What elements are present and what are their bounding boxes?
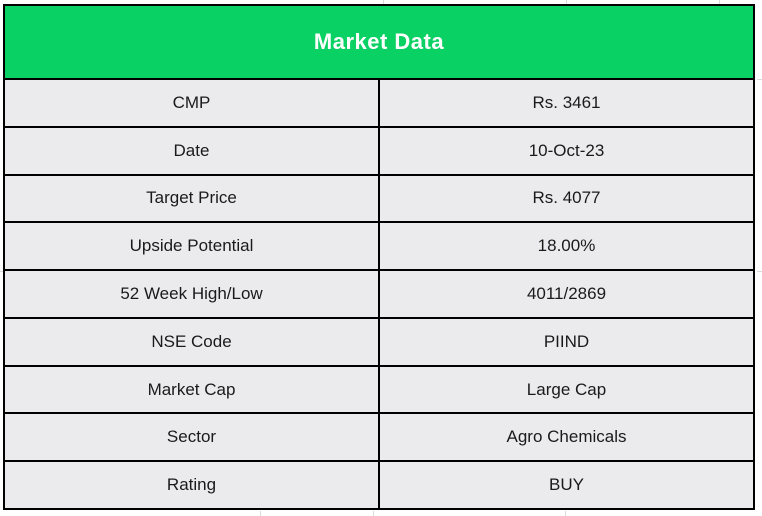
spreadsheet-gridline [373, 511, 374, 516]
table-row-sector: Sector Agro Chemicals [5, 412, 753, 461]
label-cell: Date [5, 127, 378, 174]
value-cell: 4011/2869 [378, 271, 753, 317]
table-row-cmp: CMP Rs. 3461 [5, 78, 753, 126]
spreadsheet-gridline [565, 511, 566, 516]
market-data-table: Market Data CMP Rs. 3461 Date 10-Oct-23 … [3, 4, 755, 510]
label-cell: 52 Week High/Low [5, 271, 378, 317]
table-row-nse-code: NSE Code PIIND [5, 316, 753, 365]
label-cell: Rating [5, 462, 378, 509]
table-title: Market Data [5, 6, 753, 78]
value-cell: BUY [378, 462, 753, 509]
spreadsheet-gridline [757, 271, 762, 272]
label-cell: Upside Potential [5, 223, 378, 270]
label-cell: NSE Code [5, 318, 378, 365]
table-row-target-price: Target Price Rs. 4077 [5, 173, 753, 222]
spreadsheet-gridline [757, 79, 762, 80]
table-row-date: Date 10-Oct-23 [5, 125, 753, 174]
label-cell: Market Cap [5, 366, 378, 413]
spreadsheet-gridline [0, 271, 3, 272]
label-cell: CMP [5, 80, 378, 126]
value-cell: PIIND [378, 318, 753, 365]
table-row-52-week-high-low: 52 Week High/Low 4011/2869 [5, 269, 753, 317]
spreadsheet-gridline [260, 511, 261, 516]
value-cell: Agro Chemicals [378, 414, 753, 461]
label-cell: Target Price [5, 175, 378, 222]
table-row-market-cap: Market Cap Large Cap [5, 364, 753, 413]
label-cell: Sector [5, 414, 378, 461]
spreadsheet-gridline [566, 0, 567, 4]
value-cell: Rs. 4077 [378, 175, 753, 222]
value-cell: Large Cap [378, 366, 753, 413]
value-cell: Rs. 3461 [378, 80, 753, 126]
spreadsheet-gridline [383, 0, 384, 4]
table-row-upside-potential: Upside Potential 18.00% [5, 221, 753, 270]
value-cell: 10-Oct-23 [378, 127, 753, 174]
spreadsheet-gridline [719, 0, 720, 4]
table-row-rating: Rating BUY [5, 460, 753, 509]
value-cell: 18.00% [378, 223, 753, 270]
